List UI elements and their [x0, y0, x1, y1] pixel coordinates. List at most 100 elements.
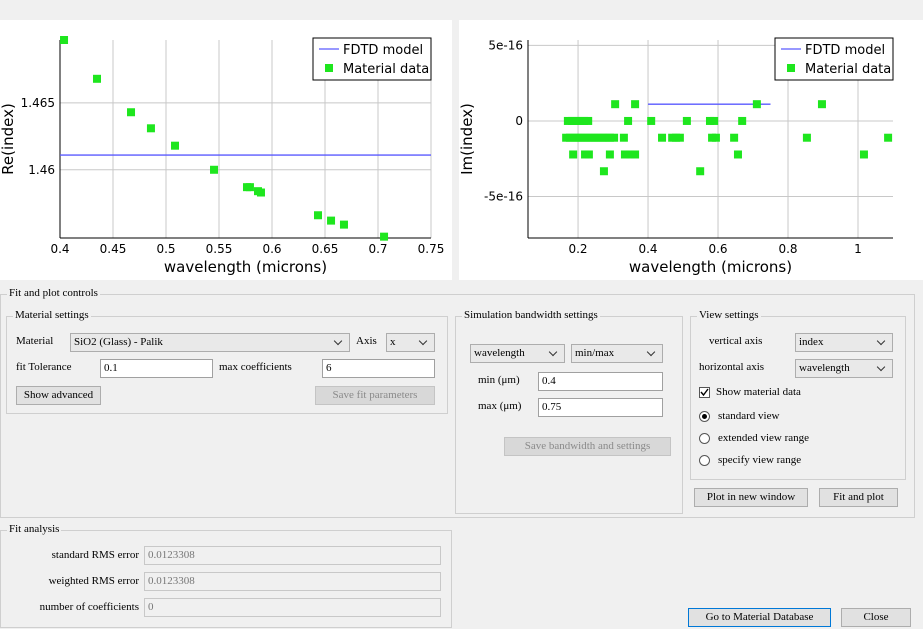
mode-combo[interactable]: wavelength — [470, 344, 565, 363]
data-point — [710, 116, 719, 125]
material-group: Material settings — [6, 309, 448, 414]
legend-box — [312, 37, 432, 81]
x-tick-label: 0.6 — [262, 242, 281, 256]
legend-label: Material data — [343, 62, 429, 77]
data-point — [705, 116, 714, 125]
save-bandwidth-button[interactable]: Save bandwidth and settings — [504, 437, 671, 456]
x-tick-label: 0.6 — [708, 242, 727, 256]
data-point — [605, 150, 614, 159]
x-tick-label: 0.45 — [100, 242, 127, 256]
data-point — [565, 133, 574, 142]
data-point — [817, 100, 826, 109]
data-point — [624, 116, 633, 125]
data-point — [563, 116, 572, 125]
y-tick-label: 5e-16 — [488, 38, 523, 52]
data-point — [619, 133, 628, 142]
data-point — [610, 133, 619, 142]
data-point — [752, 100, 761, 109]
label: vertical axis — [709, 335, 763, 347]
radio[interactable] — [699, 455, 710, 466]
fit-plot-button[interactable]: Fit and plot — [819, 488, 898, 507]
legend-label: FDTD model — [805, 43, 885, 58]
data-point — [256, 188, 265, 197]
data-point — [92, 74, 101, 83]
group-title: Fit and plot controls — [7, 287, 100, 299]
label: standard RMS error — [51, 549, 139, 561]
legend-label: Material data — [805, 62, 891, 77]
data-point — [569, 150, 578, 159]
data-point — [577, 133, 586, 142]
readonly-field: 0 — [144, 598, 441, 617]
axis-combo[interactable]: x — [386, 333, 435, 352]
material-combo[interactable]: SiO2 (Glass) - Palik — [70, 333, 350, 352]
data-point — [314, 211, 323, 220]
data-point — [593, 133, 602, 142]
data-point — [675, 133, 684, 142]
x-axis-label: wavelength (microns) — [629, 258, 792, 276]
data-point — [620, 150, 629, 159]
data-point — [579, 116, 588, 125]
data-point — [171, 141, 180, 150]
label: Show material data — [716, 386, 801, 398]
data-point — [210, 165, 219, 174]
label: max (μm) — [478, 400, 522, 412]
range-combo[interactable]: min/max — [571, 344, 663, 363]
data-point — [647, 116, 656, 125]
label: min (μm) — [478, 374, 520, 386]
label: specify view range — [718, 454, 802, 466]
im-index-plot: 0.2 0.4 0.6 0.8 1 -5e-16 0 5e-16 wavelength (mic… — [459, 20, 923, 280]
data-point — [584, 150, 593, 159]
coefficients-input[interactable]: 6 — [322, 359, 435, 378]
data-point — [127, 108, 136, 117]
data-point — [146, 124, 155, 133]
save-fit-button[interactable]: Save fit parameters — [315, 386, 435, 405]
data-point — [327, 216, 336, 225]
plot-new-button[interactable]: Plot in new window — [694, 488, 808, 507]
label: horizontal axis — [699, 361, 765, 373]
group-title: View settings — [697, 309, 761, 321]
radio[interactable] — [699, 433, 710, 444]
database-button[interactable]: Go to Material Database — [688, 608, 831, 627]
horizontal-combo[interactable]: wavelength — [795, 359, 893, 378]
radio-selected[interactable] — [699, 411, 710, 422]
fit-analysis-group: Fit analysis — [0, 523, 452, 628]
max-input[interactable]: 0.75 — [538, 398, 663, 417]
data-point — [611, 100, 620, 109]
data-point — [696, 167, 705, 176]
legend-marker — [787, 64, 795, 72]
data-point — [802, 133, 811, 142]
data-point — [571, 116, 580, 125]
data-point — [658, 133, 667, 142]
label: fit Tolerance — [16, 361, 72, 373]
checkbox[interactable] — [699, 387, 710, 398]
check-mark — [700, 388, 709, 397]
close-button[interactable]: Close — [841, 608, 911, 627]
y-tick-label: 0 — [515, 114, 523, 128]
x-tick-label: 0.55 — [206, 242, 233, 256]
bandwidth-group: Simulation bandwidth settings — [455, 309, 683, 514]
data-point — [884, 133, 893, 142]
radio-dot — [702, 414, 707, 419]
x-axis-label: wavelength (microns) — [164, 258, 327, 276]
show-advanced-button[interactable]: Show advanced — [16, 386, 101, 405]
y-axis-label: Im(index) — [459, 103, 476, 175]
data-point — [380, 232, 389, 241]
x-tick-label: 0.8 — [778, 242, 797, 256]
data-point — [585, 133, 594, 142]
label: number of coefficients — [39, 601, 139, 613]
x-tick-label: 0.4 — [638, 242, 657, 256]
min-input[interactable]: 0.4 — [538, 372, 663, 391]
x-tick-label: 1 — [854, 242, 862, 256]
x-tick-label: 0.5 — [156, 242, 175, 256]
data-point — [626, 150, 635, 159]
vertical-combo[interactable]: index — [795, 333, 893, 352]
y-tick-label: 1.465 — [21, 96, 55, 110]
data-point — [738, 116, 747, 125]
data-point — [859, 150, 868, 159]
tolerance-input[interactable]: 0.1 — [100, 359, 213, 378]
x-tick-label: 0.4 — [50, 242, 69, 256]
data-point — [631, 150, 640, 159]
data-point — [631, 100, 640, 109]
y-tick-label: 1.46 — [28, 163, 55, 177]
x-tick-label: 0.65 — [312, 242, 339, 256]
